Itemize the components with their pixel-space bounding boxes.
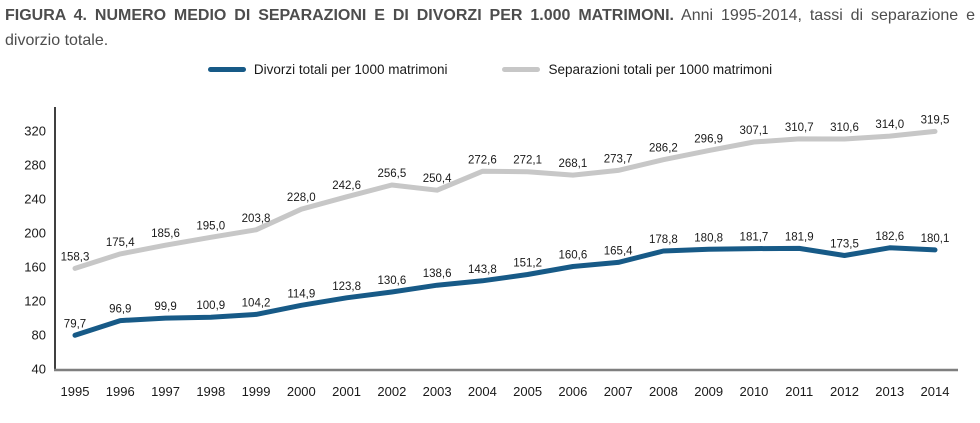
data-label-divorzi: 138,6 (423, 268, 452, 280)
data-label-separazioni: 158,3 (61, 251, 90, 263)
data-label-divorzi: 130,6 (377, 275, 406, 287)
data-label-divorzi: 165,4 (604, 245, 633, 257)
data-label-separazioni: 272,6 (468, 154, 497, 166)
legend-label-divorzi: Divorzi totali per 1000 matrimoni (253, 62, 448, 77)
data-label-separazioni: 256,5 (377, 168, 406, 180)
data-label-divorzi: 143,8 (468, 264, 497, 276)
x-tick-label: 2005 (513, 384, 542, 399)
data-label-separazioni: 296,9 (694, 134, 723, 146)
data-label-divorzi: 114,9 (287, 288, 315, 300)
data-label-separazioni: 310,7 (785, 122, 814, 134)
chart-canvas: 40 80 120 160 200 240 280 320 1995 1996 1997 1998 19… (24, 107, 958, 399)
x-tick-label: 1996 (106, 384, 135, 399)
x-tick-label: 2013 (875, 384, 904, 399)
data-label-divorzi: 173,5 (830, 239, 859, 251)
x-tick-label: 2012 (830, 384, 859, 399)
data-label-divorzi: 178,8 (649, 234, 678, 246)
data-label-separazioni: 242,6 (332, 180, 361, 192)
data-label-divorzi: 99,9 (154, 301, 176, 313)
data-label-separazioni: 203,8 (242, 213, 271, 225)
data-label-separazioni: 268,1 (559, 158, 588, 170)
y-tick-label: 240 (24, 192, 46, 207)
y-tick-label: 80 (32, 328, 46, 343)
data-label-divorzi: 123,8 (332, 281, 361, 293)
data-label-divorzi: 180,8 (694, 232, 723, 244)
data-label-divorzi: 151,2 (513, 257, 542, 269)
x-tick-label: 1998 (196, 384, 225, 399)
x-tick-label: 1999 (242, 384, 271, 399)
data-label-divorzi: 79,7 (64, 318, 86, 330)
y-tick-label: 120 (24, 294, 46, 309)
legend-item-separazioni: Separazioni totali per 1000 matrimoni (502, 62, 772, 77)
x-tick-label: 2011 (785, 384, 813, 399)
data-label-divorzi: 96,9 (109, 304, 131, 316)
y-tick-label: 40 (32, 362, 46, 377)
data-label-separazioni: 273,7 (604, 153, 633, 165)
chart-area: 40 80 120 160 200 240 280 320 1995 1996 1997 1998 19… (0, 95, 980, 423)
series-line-divorzi (72, 245, 938, 338)
legend-label-separazioni: Separazioni totali per 1000 matrimoni (548, 62, 773, 77)
data-label-separazioni: 195,0 (196, 220, 225, 232)
data-label-divorzi: 100,9 (196, 300, 225, 312)
data-label-separazioni: 272,1 (513, 155, 542, 167)
figure-title: FIGURA 4. NUMERO MEDIO DI SEPARAZIONI E … (5, 3, 975, 53)
chart-legend: Divorzi totali per 1000 matrimoni Separa… (0, 62, 980, 77)
data-label-divorzi: 182,6 (875, 231, 904, 243)
data-label-separazioni: 286,2 (649, 143, 678, 155)
x-tick-label: 2008 (649, 384, 678, 399)
x-tick-label: 2006 (558, 384, 587, 399)
series-line-separazioni (72, 128, 938, 271)
data-label-separazioni: 250,4 (423, 173, 452, 185)
data-label-divorzi: 160,6 (559, 249, 588, 261)
data-label-divorzi: 180,1 (921, 233, 950, 245)
x-tick-label: 2003 (423, 384, 452, 399)
x-tick-label: 1997 (151, 384, 180, 399)
data-label-separazioni: 185,6 (151, 228, 180, 240)
x-tick-label: 2002 (377, 384, 406, 399)
x-tick-label: 2004 (468, 384, 497, 399)
x-tick-label: 2010 (739, 384, 768, 399)
x-tick-label: 2014 (921, 384, 950, 399)
y-tick-label: 200 (24, 226, 46, 241)
data-label-divorzi: 181,9 (785, 231, 814, 243)
data-label-separazioni: 228,0 (287, 192, 316, 204)
x-tick-label: 2000 (287, 384, 316, 399)
x-tick-label: 2009 (694, 384, 723, 399)
x-tick-label: 2001 (332, 384, 361, 399)
figure-title-subtitle: Anni 1995-2014, tassi di separazione e d… (5, 7, 976, 49)
data-label-divorzi: 181,7 (740, 232, 769, 244)
separazioni-line-swatch (502, 67, 541, 72)
data-label-separazioni: 175,4 (106, 237, 135, 249)
data-label-separazioni: 314,0 (875, 119, 904, 131)
y-tick-label: 320 (24, 124, 46, 139)
data-label-separazioni: 307,1 (740, 125, 769, 137)
x-tick-label: 2007 (604, 384, 633, 399)
y-tick-label: 160 (24, 260, 46, 275)
data-label-separazioni: 319,5 (921, 114, 950, 126)
y-tick-label: 280 (24, 158, 46, 173)
legend-item-divorzi: Divorzi totali per 1000 matrimoni (207, 62, 448, 77)
data-label-divorzi: 104,2 (242, 297, 271, 309)
data-label-separazioni: 310,6 (830, 122, 859, 134)
divorzi-line-swatch (207, 67, 246, 72)
figure-title-bold: FIGURA 4. NUMERO MEDIO DI SEPARAZIONI E … (5, 7, 675, 24)
x-tick-label: 1995 (61, 384, 90, 399)
